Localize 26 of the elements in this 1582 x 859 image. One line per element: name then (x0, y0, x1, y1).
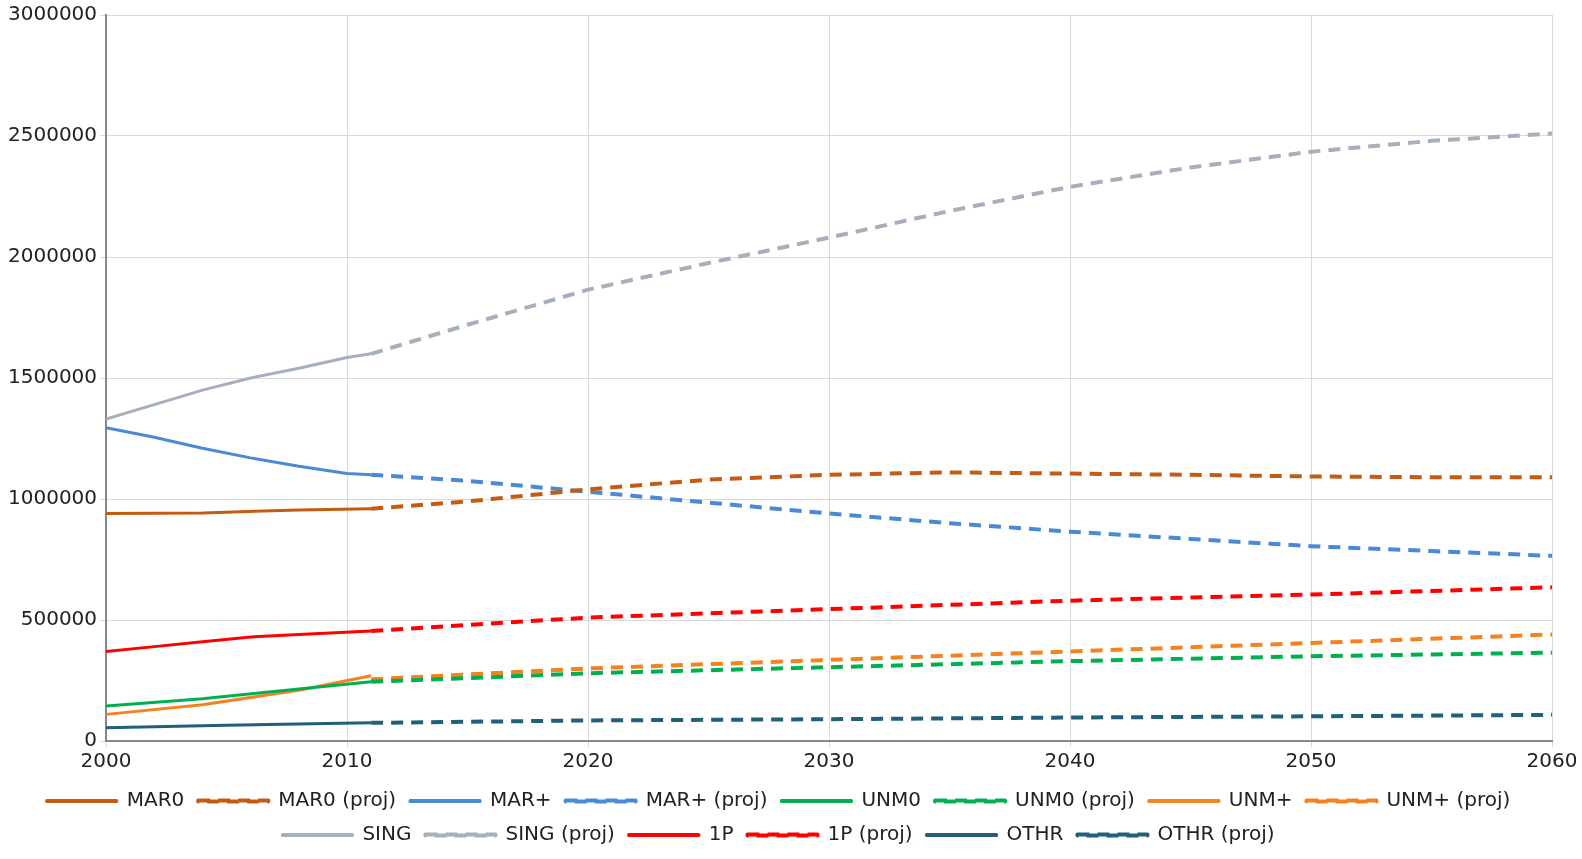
x-tick-label: 2020 (562, 748, 614, 773)
legend-label: OTHR (1006, 821, 1064, 846)
legend-label: SING (proj) (505, 821, 615, 846)
legend-label: SING (362, 821, 412, 846)
x-tick-label: 2010 (321, 748, 373, 773)
x-tick-label: 2040 (1044, 748, 1096, 773)
legend-label: UNM0 (proj) (1015, 787, 1135, 812)
y-tick-label: 3000000 (7, 1, 98, 26)
x-tick-label: 2050 (1285, 748, 1337, 773)
legend-label: MAR0 (proj) (278, 787, 397, 812)
legend-label: 1P (proj) (827, 821, 913, 846)
y-tick-label: 500000 (20, 606, 98, 631)
legend-label: UNM+ (1228, 787, 1293, 812)
y-tick-label: 1000000 (7, 485, 98, 510)
legend-label: UNM0 (861, 787, 922, 812)
y-tick-label: 2000000 (7, 243, 98, 268)
legend-label: 1P (708, 821, 734, 846)
y-tick-label: 1500000 (7, 364, 98, 389)
y-tick-label: 2500000 (7, 122, 98, 147)
legend-label: OTHR (proj) (1157, 821, 1275, 846)
x-tick-label: 2060 (1526, 748, 1578, 773)
x-tick-label: 2030 (803, 748, 855, 773)
legend-label: MAR+ (490, 787, 552, 812)
legend-label: UNM+ (proj) (1386, 787, 1511, 812)
legend-label: MAR0 (126, 787, 185, 812)
legend-label: MAR+ (proj) (645, 787, 768, 812)
